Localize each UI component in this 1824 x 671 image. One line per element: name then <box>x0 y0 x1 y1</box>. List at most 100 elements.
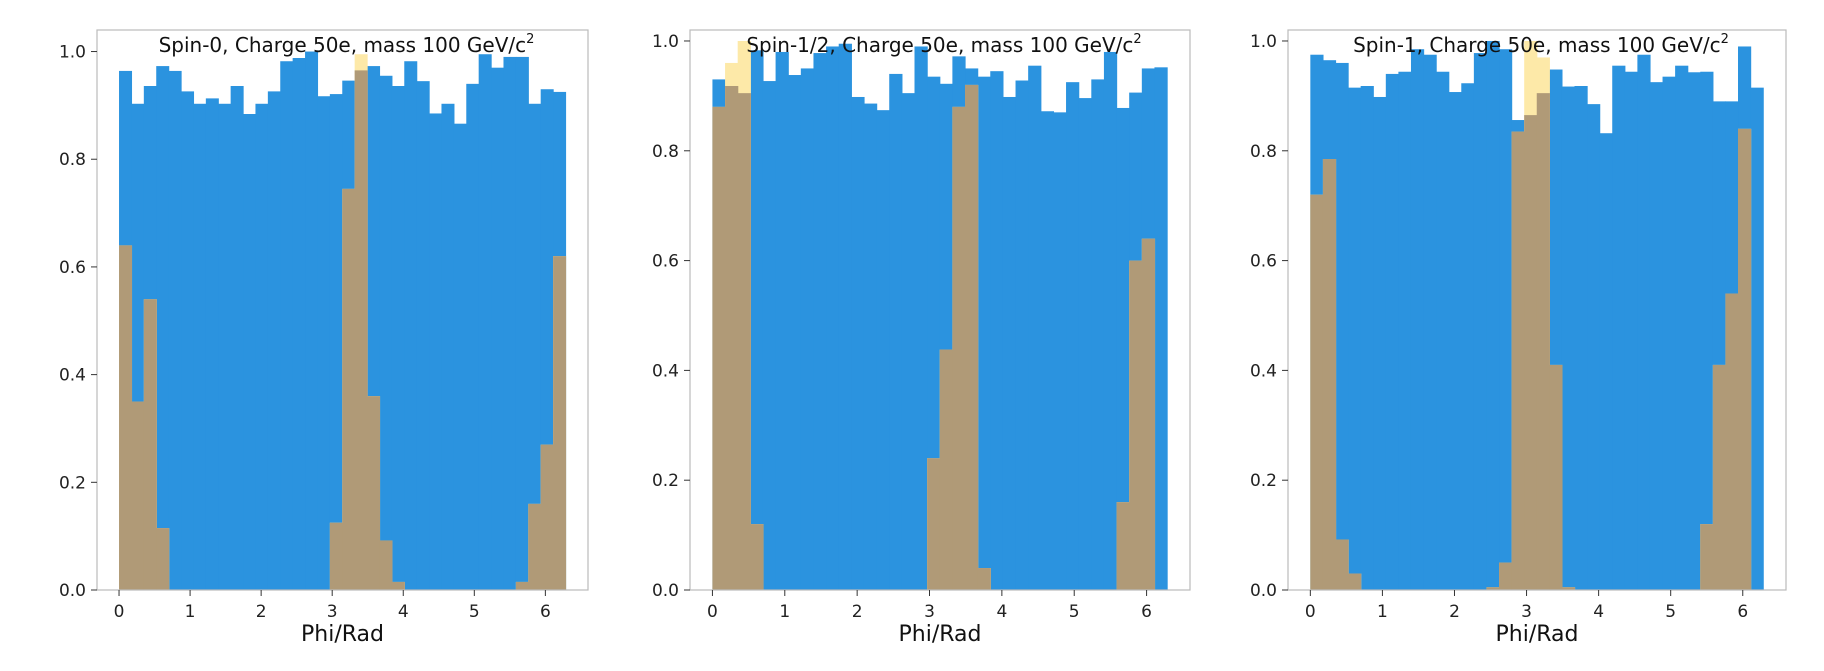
bar-s3-b22 <box>977 568 991 590</box>
bar-s1-b5 <box>762 81 777 590</box>
x-tick-label: 1 <box>779 602 790 622</box>
bar-s1-b32 <box>1700 71 1714 591</box>
bar-s1-b33 <box>515 56 529 591</box>
bar-s3-b3 <box>1335 539 1349 590</box>
bar-s1-b26 <box>1624 71 1638 591</box>
y-tick-label: 0.2 <box>59 473 86 493</box>
bar-s1-b13 <box>1461 83 1475 590</box>
plot-frame <box>689 29 1191 591</box>
bar-s1-b24 <box>404 61 418 591</box>
y-tick-label: 0.6 <box>1250 252 1277 272</box>
bar-s1-b5 <box>168 70 182 591</box>
bar-s1-b30 <box>478 54 492 591</box>
x-tick-label: 2 <box>1449 602 1460 622</box>
bar-s1-b15 <box>1486 40 1500 591</box>
bar-s1-b36 <box>1154 67 1168 590</box>
bar-s1-b25 <box>416 81 430 591</box>
bar-s1-b10 <box>826 46 840 591</box>
bar-s1-b28 <box>1053 112 1067 590</box>
series-1 <box>119 51 567 591</box>
bar-s1-b13 <box>267 91 281 590</box>
bar-s1-b36 <box>1750 87 1764 591</box>
x-tick-label: 3 <box>327 602 338 622</box>
chart-title: Spin-1, Charge 50e, mass 100 GeV/c2 <box>1353 32 1729 57</box>
y-tick-label: 0.6 <box>652 252 679 272</box>
y-tick-label: 0.6 <box>59 258 86 278</box>
bar-s3-b3 <box>143 299 157 590</box>
bar-s3-b4 <box>750 524 764 590</box>
bar-s1-b3 <box>1335 62 1349 590</box>
bar-s3-b35 <box>540 444 554 590</box>
chart-title-superscript: 2 <box>1721 32 1729 47</box>
bar-s3-b32 <box>1700 524 1714 590</box>
bar-s1-b24 <box>1002 96 1017 590</box>
x-tick-label: 4 <box>996 602 1007 622</box>
bar-s1-b28 <box>453 123 467 590</box>
series-3 <box>1310 93 1752 590</box>
y-tick-label: 0.0 <box>652 581 679 601</box>
bar-s3-b4 <box>156 528 170 590</box>
series-3 <box>119 70 567 590</box>
x-tick-label: 3 <box>1521 602 1532 622</box>
bar-s1-b6 <box>775 51 789 590</box>
bar-s3-b22 <box>379 540 393 590</box>
chart-title-text: Spin-1/2, Charge 50e, mass 100 GeV/c <box>746 33 1133 57</box>
plot-frame <box>96 29 589 591</box>
bar-s1-b16 <box>1499 49 1513 591</box>
chart-title: Spin-1/2, Charge 50e, mass 100 GeV/c2 <box>746 32 1141 57</box>
bar-s3-b2 <box>131 401 145 590</box>
x-tick-label: 4 <box>1593 602 1604 622</box>
bar-s1-b4 <box>156 66 170 590</box>
x-tick-label: 0 <box>1305 602 1316 622</box>
plot-frame <box>1287 29 1787 591</box>
x-axis-label: Phi/Rad <box>1496 622 1579 647</box>
x-axis-label: Phi/Rad <box>899 622 982 647</box>
bar-s3-b17 <box>1511 131 1525 590</box>
bar-s3-b19 <box>342 188 356 590</box>
bar-s1-b27 <box>441 103 455 591</box>
y-tick-label: 1.0 <box>1250 32 1277 52</box>
bar-s1-b32 <box>503 56 517 591</box>
bar-s1-b27 <box>1637 54 1651 590</box>
chart-title-text: Spin-0, Charge 50e, mass 100 GeV/c <box>159 33 527 57</box>
bar-s1-b30 <box>1675 65 1689 590</box>
chart-title-superscript: 2 <box>1133 32 1141 47</box>
bar-s1-b25 <box>1612 65 1626 590</box>
bar-s1-b12 <box>255 103 269 591</box>
bar-s1-b8 <box>205 98 219 590</box>
bar-s3-b34 <box>1725 293 1739 590</box>
x-tick-label: 6 <box>1141 602 1152 622</box>
bar-s1-b5 <box>1360 86 1374 590</box>
bar-s1-b16 <box>305 51 319 591</box>
y-tick-label: 0.2 <box>652 471 679 491</box>
bar-s3-b35 <box>1141 238 1156 590</box>
bar-s1-b9 <box>218 103 232 591</box>
bar-s1-b29 <box>1662 76 1676 591</box>
bar-s3-b36 <box>553 256 567 590</box>
bar-s1-b6 <box>1373 96 1387 590</box>
bar-s1-b7 <box>193 103 207 591</box>
bar-s1-b11 <box>838 43 852 591</box>
y-tick-label: 0.4 <box>1250 361 1277 381</box>
bar-s3-b2 <box>1322 159 1337 590</box>
bar-s1-b32 <box>1103 51 1118 590</box>
bar-s1-b24 <box>1599 133 1613 590</box>
bar-s3-b21 <box>1561 587 1576 590</box>
bar-s1-b7 <box>1385 73 1399 591</box>
bar-s1-b12 <box>1448 92 1462 590</box>
bar-s3-b19 <box>939 349 953 590</box>
bar-s1-b7 <box>788 75 802 590</box>
bar-s1-b18 <box>329 94 343 590</box>
bar-s1-b29 <box>466 83 480 590</box>
x-tick-label: 0 <box>707 602 718 622</box>
bar-s3-b4 <box>1348 573 1362 590</box>
series-3 <box>712 84 1156 591</box>
bar-s1-b14 <box>280 61 294 591</box>
bar-s1-b15 <box>889 73 903 591</box>
bar-s1-b22 <box>1574 86 1588 590</box>
bar-s1-b10 <box>1423 54 1437 590</box>
bar-s1-b22 <box>379 75 393 590</box>
bar-s1-b26 <box>429 113 443 591</box>
x-tick-label: 3 <box>924 602 935 622</box>
x-tick-label: 2 <box>852 602 863 622</box>
